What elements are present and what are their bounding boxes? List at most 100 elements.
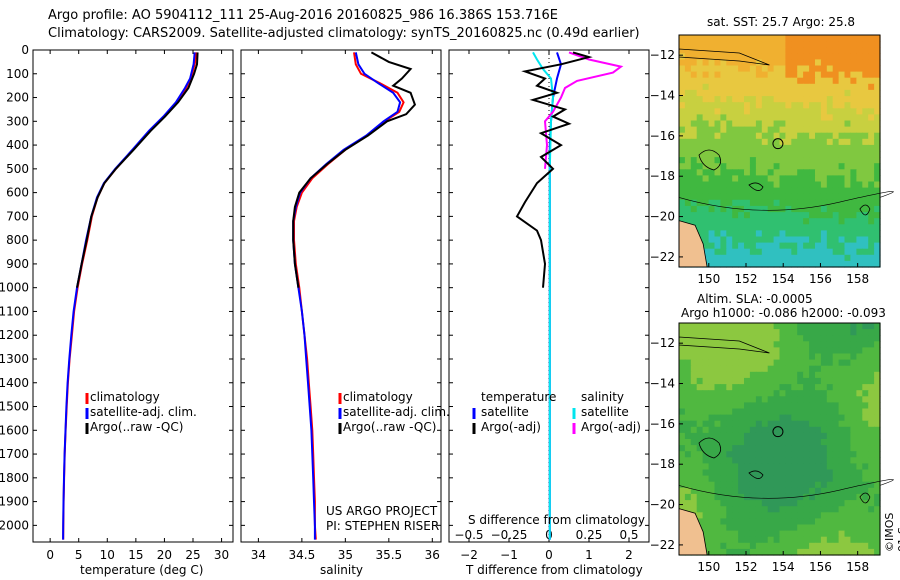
lat-tick-label: −12 xyxy=(650,336,675,350)
lon-tick-label: 154 xyxy=(772,560,795,574)
sal-legend-satellite: satellite-adj. clim. xyxy=(343,405,450,419)
depth-tick-label: 600 xyxy=(6,186,29,200)
x2-tick-label: −0.5 xyxy=(454,528,483,542)
reef-outline xyxy=(698,437,764,479)
lon-tick-label: 152 xyxy=(735,560,758,574)
sla-map-title-2: Argo h1000: -0.086 h2000: -0.093 xyxy=(681,306,886,320)
depth-tick-label: 800 xyxy=(6,233,29,247)
depth-tick-label: 1100 xyxy=(0,304,29,318)
series-line xyxy=(532,51,555,540)
diff-legend-s-argo: Argo(-adj) xyxy=(581,420,641,434)
lat-tick-label: −12 xyxy=(650,48,675,62)
x-tick-label-difference: 0 xyxy=(545,548,553,562)
x-tick-label-salinity: 35.5 xyxy=(375,548,402,562)
lat-tick-label: −14 xyxy=(650,377,675,391)
lat-tick-label: −22 xyxy=(650,250,675,264)
depth-tick-label: 2000 xyxy=(0,518,29,532)
x-tick-label-difference: −1 xyxy=(500,548,518,562)
tdiff-xlabel: T difference from climatology xyxy=(466,563,643,577)
x-tick-label-difference: −2 xyxy=(460,548,478,562)
sdiff-xlabel: S difference from climatology xyxy=(468,513,645,527)
depth-tick-label: 1500 xyxy=(0,400,29,414)
lat-tick-label: −22 xyxy=(650,538,675,552)
series-line xyxy=(515,51,593,288)
lon-tick-label: 158 xyxy=(846,272,869,286)
project-annotation: US ARGO PROJECT xyxy=(326,504,438,518)
depth-tick-label: 900 xyxy=(6,257,29,271)
lat-tick-label: −20 xyxy=(650,210,675,224)
lat-tick-label: −18 xyxy=(650,169,675,183)
depth-tick-label: 1000 xyxy=(0,281,29,295)
lat-tick-label: −16 xyxy=(650,417,675,431)
x-tick-label-salinity: 34.5 xyxy=(289,548,316,562)
depth-tick-label: 1400 xyxy=(0,376,29,390)
depth-tick-label: 300 xyxy=(6,114,29,128)
series-line xyxy=(62,52,198,540)
map-frame xyxy=(678,34,881,268)
sal-legend-climatology: climatology xyxy=(343,390,413,404)
header-line1: Argo profile: AO 5904112_111 25-Aug-2016… xyxy=(48,8,558,23)
lat-tick-label: −20 xyxy=(650,498,675,512)
reef-outline xyxy=(859,204,871,216)
depth-tick-label: 700 xyxy=(6,209,29,223)
depth-tick-label: 1800 xyxy=(0,471,29,485)
depth-tick-label: 1700 xyxy=(0,447,29,461)
panel-frame-temperature xyxy=(32,49,234,543)
depth-tick-label: 1600 xyxy=(0,423,29,437)
diff-legend-salinity: salinity xyxy=(581,390,625,404)
series-line xyxy=(76,52,199,288)
x-tick-label-temperature: 15 xyxy=(128,548,143,562)
x-tick-label-temperature: 25 xyxy=(185,548,200,562)
x2-tick-label: 0.5 xyxy=(619,528,638,542)
depth-tick-label: 500 xyxy=(6,162,29,176)
x-tick-label-temperature: 20 xyxy=(157,548,172,562)
argo-position-marker xyxy=(772,426,784,438)
diff-legend-t-satellite: satellite xyxy=(481,405,529,419)
x-tick-label-temperature: 0 xyxy=(46,548,54,562)
lon-tick-label: 154 xyxy=(772,272,795,286)
x-tick-label-salinity: 34 xyxy=(251,548,266,562)
series-line xyxy=(62,52,196,540)
x-tick-label-salinity: 35 xyxy=(338,548,353,562)
diff-legend-temperature: temperature xyxy=(481,390,557,404)
sal-legend-argo: Argo(..raw -QC) xyxy=(343,420,437,434)
sst-map-title: sat. SST: 25.7 Argo: 25.8 xyxy=(707,15,856,29)
salinity-xlabel: salinity xyxy=(320,563,364,577)
lon-tick-label: 152 xyxy=(735,272,758,286)
depth-tick-label: 1900 xyxy=(0,495,29,509)
lat-tick-label: −18 xyxy=(650,457,675,471)
lat-tick-label: −14 xyxy=(650,89,675,103)
depth-tick-label: 0 xyxy=(21,43,29,57)
lon-tick-label: 150 xyxy=(697,272,720,286)
contour-line xyxy=(678,479,894,499)
temp-legend-satellite: satellite-adj. clim. xyxy=(90,405,197,419)
x-tick-label-difference: 2 xyxy=(625,548,633,562)
contour-line xyxy=(678,191,894,211)
reef-outline xyxy=(698,149,764,191)
footer-timestamp: ©IMOS 01-Sep-2016 20:40:20 xyxy=(883,509,900,552)
map-frame xyxy=(678,322,881,556)
lat-tick-label: −16 xyxy=(650,129,675,143)
temp-legend-argo: Argo(..raw -QC) xyxy=(90,420,184,434)
temp-legend-climatology: climatology xyxy=(90,390,160,404)
x-tick-label-temperature: 10 xyxy=(100,548,115,562)
x-tick-label-temperature: 5 xyxy=(75,548,83,562)
x2-tick-label: −0.25 xyxy=(491,528,528,542)
x-tick-label-difference: 1 xyxy=(585,548,593,562)
sla-map xyxy=(678,322,894,556)
pi-annotation: PI: STEPHEN RISER xyxy=(326,519,440,533)
lon-tick-label: 156 xyxy=(809,560,832,574)
series-line xyxy=(543,51,624,169)
reef-outline xyxy=(859,492,871,504)
sst-map xyxy=(678,34,894,268)
diff-legend-s-satellite: satellite xyxy=(581,405,629,419)
lon-tick-label: 150 xyxy=(697,560,720,574)
x-tick-label-salinity: 36 xyxy=(425,548,440,562)
depth-tick-label: 200 xyxy=(6,91,29,105)
depth-tick-label: 400 xyxy=(6,138,29,152)
header-line2: Climatology: CARS2009. Satellite-adjuste… xyxy=(48,26,640,41)
diff-legend-t-argo: Argo(-adj) xyxy=(481,420,541,434)
depth-tick-label: 1200 xyxy=(0,328,29,342)
depth-tick-label: 1300 xyxy=(0,352,29,366)
